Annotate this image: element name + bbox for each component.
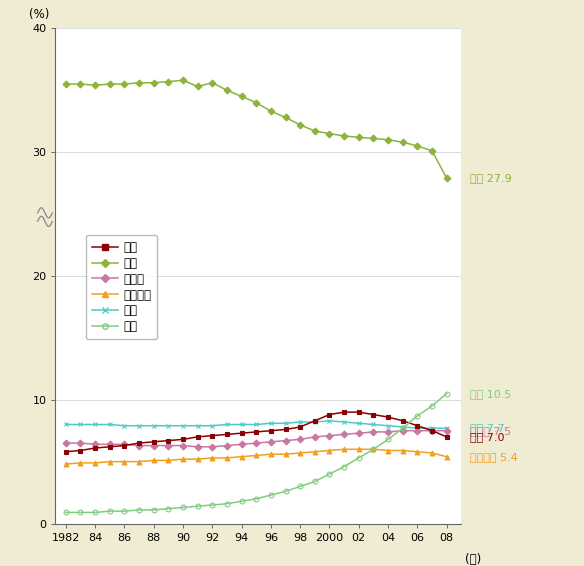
Text: 日本 7.0: 日本 7.0	[470, 432, 504, 442]
Text: 米国 27.9: 米国 27.9	[470, 173, 512, 183]
Text: (%): (%)	[29, 8, 50, 21]
Text: ドイツ 7.5: ドイツ 7.5	[470, 426, 511, 436]
Text: (年): (年)	[465, 554, 482, 566]
Legend: 日本, 米国, ドイツ, フランス, 英国, 中国: 日本, 米国, ドイツ, フランス, 英国, 中国	[86, 235, 158, 340]
Text: 中国 10.5: 中国 10.5	[470, 388, 511, 398]
Text: 英国 7.7: 英国 7.7	[470, 423, 505, 433]
Text: フランス 5.4: フランス 5.4	[470, 452, 517, 462]
